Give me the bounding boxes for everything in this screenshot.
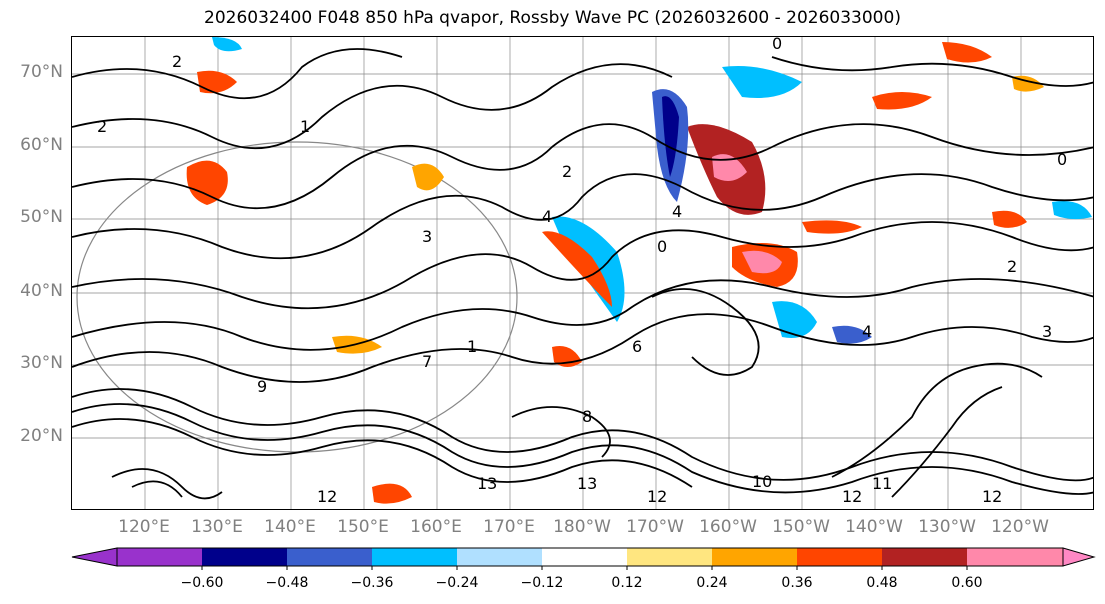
contour-label: 13 (577, 474, 597, 493)
contour-lines (72, 48, 1093, 500)
contour-label: 12 (842, 487, 862, 506)
contour-label: 13 (477, 474, 497, 493)
contour-label: 8 (582, 407, 592, 426)
lat-label-40n: 40°N (20, 281, 63, 301)
contour-label: 11 (872, 474, 892, 493)
lat-label-30n: 30°N (20, 353, 63, 373)
contour-label: 1 (467, 337, 477, 356)
lat-label-50n: 50°N (20, 207, 63, 227)
colorbar-tick-label: −0.12 (520, 575, 564, 591)
colorbar-ticks (201, 566, 968, 570)
colorbar-extend-max (1062, 547, 1096, 567)
colorbar-segment (542, 548, 627, 566)
lon-label-170e: 170°E (483, 517, 535, 537)
lon-label-120e: 120°E (118, 517, 170, 537)
colorbar-tick-label: −0.36 (350, 575, 394, 591)
contour-label: 2 (1007, 257, 1017, 276)
contour-label: 3 (1042, 322, 1052, 341)
colorbar-tick-label: 0.48 (866, 575, 898, 591)
lon-label-150e: 150°E (337, 517, 389, 537)
colorbar-segment (627, 548, 712, 566)
contour-label: 12 (982, 487, 1002, 506)
colorbar-segment (797, 548, 882, 566)
contour-label: 4 (542, 207, 552, 226)
colorbar-tick-label: 0.12 (611, 575, 643, 591)
contour-label: 0 (657, 237, 667, 256)
lon-label-120w: 120°W (991, 517, 1049, 537)
colorbar-tick-label: −0.48 (265, 575, 309, 591)
contour-label: 4 (862, 322, 872, 341)
lat-label-60n: 60°N (20, 135, 63, 155)
contour-label: 2 (562, 162, 572, 181)
lon-label-180w: 180°W (553, 517, 611, 537)
contour-label: 2 (172, 52, 182, 71)
colorbar-tick-label: −0.60 (180, 575, 224, 591)
colorbar-tick-label: 0.60 (951, 575, 983, 591)
contour-label: 0 (772, 37, 782, 53)
lon-label-160w: 160°W (699, 517, 757, 537)
contour-label: 12 (647, 487, 667, 506)
colorbar-tick-label: −0.24 (435, 575, 479, 591)
map-title: 2026032400 F048 850 hPa qvapor, Rossby W… (204, 8, 901, 28)
colorbar-segment (372, 548, 457, 566)
colorbar-segment (117, 548, 202, 566)
qvapor-anomaly-shading (186, 37, 1092, 504)
contour-label-group: 2 1 2 0 2 4 3 4 1 9 7 13 13 12 12 11 12 … (97, 37, 1067, 506)
contour-label: 2 (97, 117, 107, 136)
lon-label-140w: 140°W (845, 517, 903, 537)
colorbar-extend-min (71, 547, 118, 567)
contour-label: 0 (1057, 150, 1067, 169)
colorbar-segment (202, 548, 287, 566)
lon-label-130w: 130°W (918, 517, 976, 537)
contour-label: 4 (672, 202, 682, 221)
lon-label-150w: 150°W (772, 517, 830, 537)
colorbar-segment (457, 548, 542, 566)
contour-label: 6 (632, 337, 642, 356)
colorbar-tick-label: 0.24 (696, 575, 728, 591)
colorbar-segments (71, 547, 1096, 567)
colorbar-segment (967, 548, 1063, 566)
contour-label: 12 (317, 487, 337, 506)
lon-label-160e: 160°E (410, 517, 462, 537)
colorbar-segment (712, 548, 797, 566)
contour-label: 7 (422, 352, 432, 371)
map-panel: 2 1 2 0 2 4 3 4 1 9 7 13 13 12 12 11 12 … (71, 36, 1094, 510)
lat-label-20n: 20°N (20, 426, 63, 446)
colorbar-segment (287, 548, 372, 566)
contour-label: 10 (752, 472, 772, 491)
lon-label-170w: 170°W (626, 517, 684, 537)
colorbar-segment (882, 548, 967, 566)
lon-label-140e: 140°E (264, 517, 316, 537)
lat-label-70n: 70°N (20, 62, 63, 82)
map-canvas: 2 1 2 0 2 4 3 4 1 9 7 13 13 12 12 11 12 … (72, 37, 1093, 509)
lon-label-130e: 130°E (191, 517, 243, 537)
contour-label: 9 (257, 377, 267, 396)
colorbar-tick-label: 0.36 (781, 575, 813, 591)
contour-label: 1 (300, 117, 310, 136)
contour-label: 3 (422, 227, 432, 246)
